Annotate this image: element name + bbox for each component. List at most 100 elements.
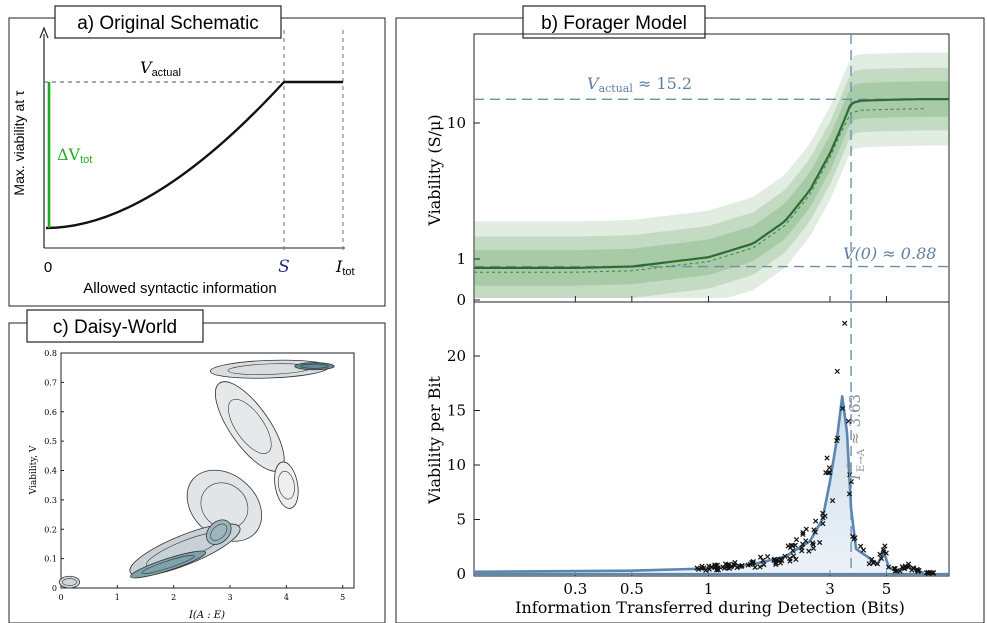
data-point: [745, 562, 751, 568]
data-point: [793, 556, 799, 562]
data-point: [823, 470, 829, 476]
data-point: [694, 565, 700, 571]
daisy-y-tick-label: 0.2: [44, 525, 57, 534]
data-point: [761, 562, 767, 568]
data-point: [824, 455, 830, 461]
data-point: [915, 567, 921, 574]
top-y-tick-label: 1: [456, 250, 466, 268]
data-point: [800, 531, 806, 538]
median-dashed-line: [474, 108, 924, 273]
data-point: [714, 562, 721, 568]
panel-b-title: b) Forager Model: [541, 13, 687, 34]
data-point: [834, 437, 840, 444]
data-point: [820, 510, 826, 516]
data-point: [809, 540, 816, 546]
panel-b-bottom-y-label: Viability per Bit: [425, 376, 444, 505]
data-point: [806, 548, 812, 554]
x-tick-label: 0.3: [563, 580, 587, 598]
data-point: [834, 368, 840, 375]
panel-a-title-box: [54, 5, 282, 39]
panel-b-bottom-frame: [473, 301, 950, 577]
data-point: [874, 561, 881, 567]
daisy-x-tick-label: 4: [284, 593, 289, 602]
data-point: [869, 556, 875, 563]
data-point: [757, 554, 764, 560]
data-point: [881, 549, 887, 555]
uncertainty-band-2: [474, 67, 949, 298]
panel-c-ticks: 0 1 2 3 4 5 0 0.1 0.2 0.3 0.4 0.5 0.6 0.7 0.8: [44, 349, 345, 602]
data-point: [785, 543, 791, 549]
daisy-x-tick-label: 2: [171, 593, 176, 602]
panel-a-vactual-label: Vactual: [140, 58, 181, 79]
panel-b-top-y-label: Viability (S/μ): [425, 114, 444, 226]
panel-a-delta-label: ΔVtot: [57, 145, 92, 166]
data-point: [714, 566, 721, 572]
panel-a-tick-s: S: [278, 257, 290, 277]
density-contour-inner-6: [141, 555, 195, 574]
uncertainty-band-3: [474, 81, 949, 286]
data-point: [790, 547, 796, 554]
data-point: [820, 520, 826, 527]
panel-a-y-arrow: [39, 26, 49, 39]
data-point: [891, 565, 897, 572]
panel-a-x-label: Allowed syntactic information: [83, 280, 276, 297]
data-point: [699, 563, 705, 569]
data-point: [817, 539, 823, 546]
daisy-y-tick-label: 0.5: [44, 437, 57, 446]
data-point: [885, 564, 892, 570]
data-point: [793, 537, 800, 543]
series-viability-per-bit-line: [473, 395, 925, 575]
data-point: [878, 555, 885, 562]
panel-a: a) Original Schematic Vactual ΔVtot Max.…: [8, 5, 386, 307]
data-point: [813, 518, 819, 524]
data-point: [810, 545, 817, 551]
data-point: [827, 469, 833, 476]
data-point: [829, 497, 836, 504]
data-point: [909, 567, 915, 573]
data-point: [750, 560, 756, 566]
data-point: [812, 529, 818, 535]
top-y-tick-label: 10: [447, 114, 466, 132]
density-contour-inner-3: [228, 398, 272, 454]
daisy-x-tick-label: 0: [58, 593, 63, 602]
x-tick-label: 5: [882, 580, 892, 598]
daisy-y-tick-label: 0.6: [44, 408, 57, 417]
density-contour-6: [130, 550, 207, 579]
data-point: [764, 554, 771, 560]
x-tick-label: 3: [825, 580, 835, 598]
panel-c-title: c) Daisy-World: [53, 317, 177, 338]
data-point: [870, 560, 877, 566]
data-point: [787, 558, 793, 564]
panel-a-tick-itot: Itot: [335, 257, 355, 278]
density-contour-inner-7: [210, 523, 228, 541]
data-point: [866, 561, 872, 567]
top-y-tick-label: 0: [456, 291, 466, 309]
data-point: [778, 556, 784, 562]
bottom-y-tick-label: 5: [456, 511, 466, 529]
data-point: [723, 564, 730, 570]
data-point: [736, 563, 743, 569]
viability-per-bit-area: [474, 396, 924, 574]
panel-c: c) Daisy-World 0 1 2 3 4 5 0 0.1 0.2 0.3 0.4 0.5 0.6…: [8, 309, 386, 623]
data-point: [860, 547, 867, 553]
data-point: [847, 472, 853, 478]
panel-b-bottom-plot: 0.3 0.5 1 3 5 0 5 10 15 20: [447, 302, 949, 598]
data-point: [708, 564, 714, 570]
panel-a-title: a) Original Schematic: [77, 13, 259, 34]
data-point: [848, 478, 854, 485]
annotation-v-actual: Vactual ≈ 15.2: [587, 74, 692, 95]
data-point: [799, 545, 805, 551]
data-point: [738, 563, 744, 570]
data-point: [749, 560, 755, 566]
density-contour-inner-4: [200, 482, 249, 530]
data-point: [846, 491, 853, 497]
data-point: [892, 565, 898, 572]
series-viability-line: [474, 98, 949, 269]
data-point: [882, 543, 888, 549]
panel-c-x-label: I(A : E): [188, 610, 225, 621]
data-point: [728, 564, 734, 570]
data-point: [752, 564, 758, 571]
data-point: [851, 536, 857, 542]
